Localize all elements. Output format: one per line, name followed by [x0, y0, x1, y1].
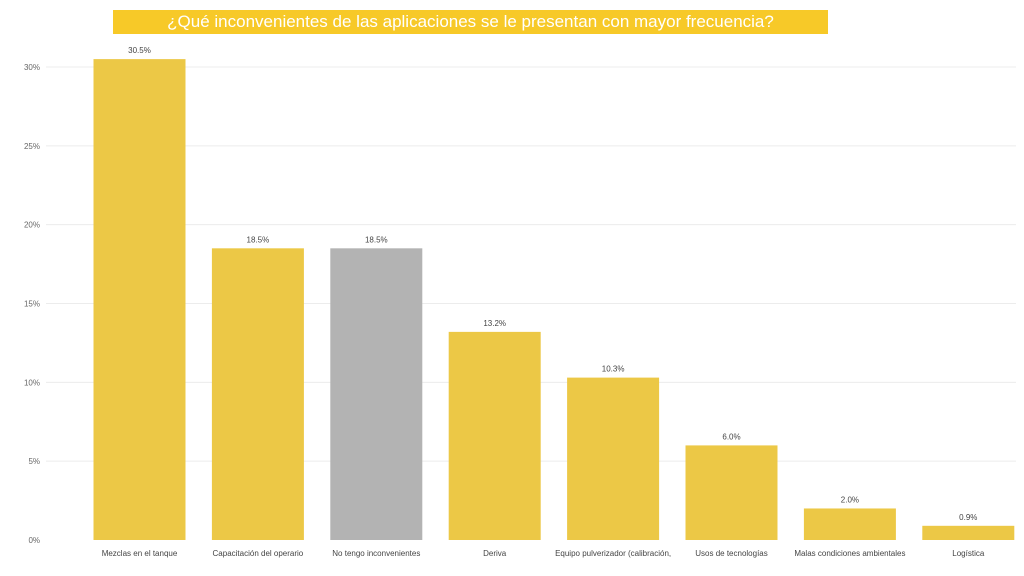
x-axis: Mezclas en el tanque Capacitación del ope…	[102, 549, 985, 558]
x-tick-label: Usos de tecnologías	[695, 549, 768, 558]
bar[interactable]	[211, 248, 304, 541]
bar[interactable]	[93, 59, 186, 540]
data-label: 30.5%	[128, 46, 151, 55]
y-tick-label: 30%	[24, 63, 40, 72]
data-label: 6.0%	[722, 432, 740, 441]
x-tick-label: Deriva	[483, 549, 507, 558]
y-tick-label: 15%	[24, 300, 40, 309]
y-tick-label: 5%	[28, 457, 40, 466]
data-label: 13.2%	[483, 319, 506, 328]
data-label: 2.0%	[841, 495, 859, 504]
y-tick-label: 0%	[28, 536, 40, 545]
chart-title: ¿Qué inconvenientes de las aplicaciones …	[113, 10, 828, 34]
data-label: 18.5%	[365, 235, 388, 244]
x-tick-label: Capacitación del operario	[213, 549, 304, 558]
bar[interactable]	[567, 377, 660, 540]
y-tick-label: 20%	[24, 221, 40, 230]
bar[interactable]	[803, 508, 896, 540]
bar[interactable]	[448, 331, 541, 540]
bar[interactable]	[922, 525, 1015, 540]
y-tick-label: 25%	[24, 142, 40, 151]
y-axis: 0% 5% 10% 15% 20% 25% 30%	[24, 63, 40, 545]
data-labels: 30.5% 18.5% 18.5% 13.2% 10.3% 6.0% 2.0% 0.9%	[128, 46, 977, 522]
data-label: 10.3%	[602, 365, 625, 374]
bars	[93, 59, 1015, 541]
x-tick-label: Logística	[952, 549, 985, 558]
x-tick-label: Mezclas en el tanque	[102, 549, 178, 558]
x-tick-label: Malas condiciones ambientales	[794, 549, 905, 558]
bar[interactable]	[685, 445, 778, 540]
x-tick-label: No tengo inconvenientes	[332, 549, 420, 558]
data-label: 0.9%	[959, 513, 977, 522]
x-tick-label: Equipo pulverizador (calibración,	[555, 549, 671, 558]
y-tick-label: 10%	[24, 378, 40, 387]
bar[interactable]	[330, 248, 423, 541]
data-label: 18.5%	[247, 235, 270, 244]
